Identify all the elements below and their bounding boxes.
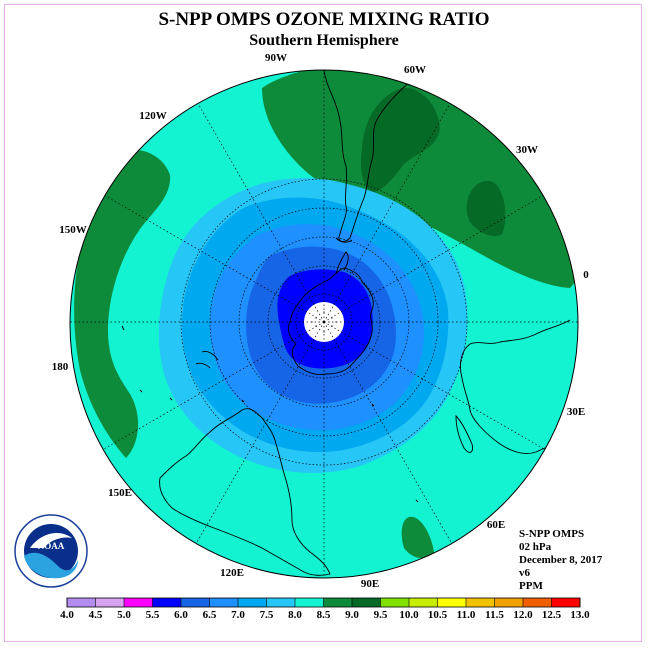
colorbar-label: 11.5: [485, 609, 504, 621]
map-title: S-NPP OMPS OZONE MIXING RATIO: [158, 9, 489, 30]
colorbar-label: 8.5: [317, 609, 331, 621]
colorbar-label: 5.0: [117, 609, 131, 621]
colorbar-swatch: [523, 598, 552, 607]
coast-madagascar: [455, 414, 473, 453]
meridian-grid: [70, 70, 578, 578]
colorbar-swatch: [437, 598, 467, 607]
info-units: PPM: [519, 580, 543, 592]
ozone-region-8-5-east: [401, 516, 434, 559]
colorbar-swatch: [238, 598, 267, 607]
map-subtitle: Southern Hemisphere: [249, 32, 398, 49]
coast-islands: [121, 325, 419, 503]
colorbar-label: 10.5: [428, 609, 448, 621]
colorbar-swatch: [323, 598, 353, 607]
info-version: v6: [519, 567, 531, 579]
info-block: S-NPP OMPS 02 hPa December 8, 2017 v6 PP…: [519, 528, 603, 592]
colorbar-label: 4.0: [60, 609, 74, 621]
colorbar-swatch: [466, 598, 495, 607]
lon-label-150e: 150E: [108, 487, 132, 499]
colorbar-swatch: [67, 598, 96, 607]
info-pressure: 02 hPa: [519, 541, 552, 553]
noaa-logo: NOAA: [14, 514, 88, 588]
lon-label-30e: 30E: [567, 406, 585, 418]
colorbar-swatch: [266, 598, 296, 607]
colorbar-swatch: [409, 598, 438, 607]
colorbar-label: 7.5: [260, 609, 274, 621]
colorbar-label: 12.5: [542, 609, 562, 621]
colorbar-label: 13.0: [570, 609, 590, 621]
colorbar-label: 7.0: [231, 609, 245, 621]
colorbar-swatch: [209, 598, 239, 607]
colorbar-swatch: [295, 598, 324, 607]
coast-africa: [459, 319, 573, 455]
coastlines: [121, 70, 573, 576]
polar-disc: [70, 70, 578, 578]
figure-frame: [4, 4, 642, 642]
colorbar-label: 10.0: [399, 609, 419, 621]
colorbar-label: 9.0: [345, 609, 359, 621]
info-date: December 8, 2017: [519, 554, 603, 566]
colorbar-swatch: [380, 598, 410, 607]
colorbar-swatch: [551, 598, 581, 607]
colorbar-swatch: [181, 598, 210, 607]
lon-label-60e: 60E: [487, 519, 505, 531]
lon-label-150w: 150W: [59, 224, 87, 236]
lon-label-60w: 60W: [404, 64, 426, 76]
info-instrument: S-NPP OMPS: [519, 528, 584, 540]
lon-label-180: 180: [52, 361, 69, 373]
colorbar-swatch: [152, 598, 182, 607]
coast-new-zealand: [195, 351, 219, 369]
lon-label-120e: 120E: [220, 567, 244, 579]
coast-antarctic-peninsula: [335, 251, 349, 275]
colorbar-label: 5.5: [146, 609, 160, 621]
colorbar-swatch: [95, 598, 125, 607]
colorbar-label: 6.0: [174, 609, 188, 621]
lon-label-90w: 90W: [265, 52, 287, 64]
colorbar: 4.0 4.5 5.0 5.5 6.0 6.5 7.0 7.5 8.0 8.5 9.0 9.5 10.0…: [60, 597, 590, 621]
colorbar-label: 4.5: [89, 609, 103, 621]
coast-antarctica: [287, 267, 374, 375]
colorbar-label: 11.0: [457, 609, 476, 621]
colorbar-label: 6.5: [203, 609, 217, 621]
colorbar-swatch: [352, 598, 381, 607]
lon-label-0: 0: [583, 269, 589, 281]
lon-label-120w: 120W: [139, 110, 167, 122]
noaa-logo-text: NOAA: [38, 541, 65, 551]
coast-australia: [159, 408, 331, 576]
lon-label-90e: 90E: [361, 578, 379, 590]
coast-tierra-del-fuego: [335, 237, 353, 243]
disc-outline: [69, 69, 579, 579]
colorbar-label: 9.5: [374, 609, 388, 621]
ozone-region-9-0-b: [466, 180, 506, 237]
colorbar-label: 8.0: [288, 609, 302, 621]
colorbar-label: 12.0: [513, 609, 533, 621]
ozone-region-8-5-west: [74, 150, 171, 458]
colorbar-swatch: [494, 598, 524, 607]
colorbar-swatch: [124, 598, 153, 607]
lon-label-30w: 30W: [516, 144, 538, 156]
